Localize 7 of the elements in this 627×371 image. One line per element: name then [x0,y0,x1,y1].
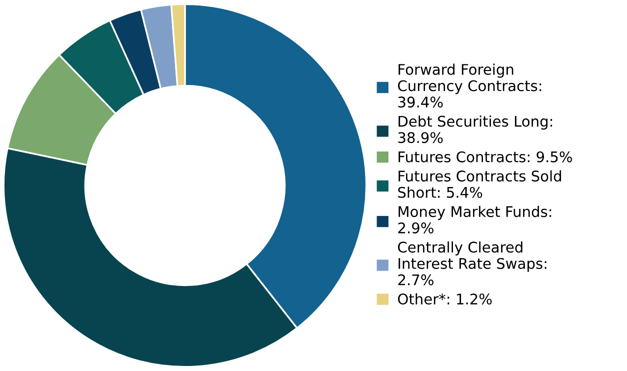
legend-label: Centrally Cleared Interest Rate Swaps: 2.7% [398,241,546,286]
legend-label: Money Market Funds: 2.9% [398,206,552,234]
legend-label: Other*: 1.2% [398,293,492,305]
legend-label: Futures Contracts Sold Short: 5.4% [398,170,561,198]
legend-label: Forward Foreign Currency Contracts: 39.4% [398,64,542,108]
legend-label: Debt Securities Long: 38.9% [398,116,552,144]
legend-label: Futures Contracts: 9.5% [398,151,572,162]
